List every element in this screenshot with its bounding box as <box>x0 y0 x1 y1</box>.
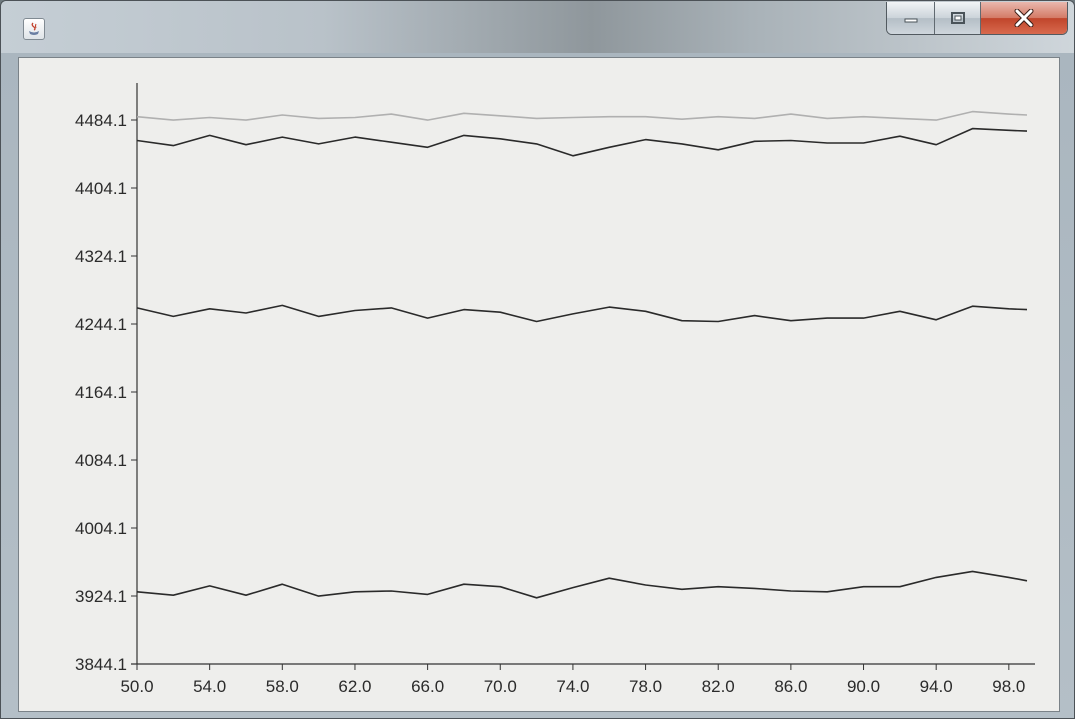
x-tick-label: 74.0 <box>556 677 589 696</box>
series-line-4 <box>136 570 1028 599</box>
maximize-icon <box>950 12 965 24</box>
y-tick-label: 4164.1 <box>75 383 127 402</box>
series-line-1 <box>136 110 1028 121</box>
x-tick-label: 70.0 <box>484 677 517 696</box>
y-tick-label: 4484.1 <box>75 111 127 130</box>
x-tick-label: 90.0 <box>847 677 880 696</box>
line-chart: 3844.1 3924.1 4004.1 4084.1 4164.1 4244.1 4324… <box>75 83 1035 696</box>
y-tick-label: 4324.1 <box>75 247 127 266</box>
x-tick-label: 54.0 <box>193 677 226 696</box>
y-tick-label: 4244.1 <box>75 315 127 334</box>
y-tick-label: 3844.1 <box>75 655 127 674</box>
title-bar[interactable] <box>1 1 1074 53</box>
x-tick-label: 62.0 <box>338 677 371 696</box>
x-tick-label: 94.0 <box>920 677 953 696</box>
x-tick-label: 78.0 <box>629 677 662 696</box>
series-line-2 <box>136 127 1028 157</box>
y-tick-label: 4084.1 <box>75 451 127 470</box>
close-icon <box>1014 9 1034 27</box>
x-tick-label: 98.0 <box>992 677 1025 696</box>
series-line-3 <box>136 304 1028 323</box>
java-app-icon[interactable] <box>23 18 45 40</box>
x-tick-label: 66.0 <box>411 677 444 696</box>
maximize-button[interactable] <box>935 2 981 34</box>
window-controls <box>886 2 1068 35</box>
x-tick-label: 82.0 <box>702 677 735 696</box>
minimize-icon <box>904 18 917 23</box>
x-axis: 50.0 54.0 58.0 62.0 66.0 70.0 74.0 78.0 82.0 86.0… <box>120 663 1035 696</box>
x-tick-label: 86.0 <box>774 677 807 696</box>
close-button[interactable] <box>981 2 1067 34</box>
x-tick-label: 58.0 <box>266 677 299 696</box>
plot-panel: 3844.1 3924.1 4004.1 4084.1 4164.1 4244.1 4324… <box>18 57 1060 712</box>
series-layer <box>136 110 1028 599</box>
y-tick-label: 4404.1 <box>75 179 127 198</box>
y-tick-label: 4004.1 <box>75 519 127 538</box>
y-tick-label: 3924.1 <box>75 587 127 606</box>
x-tick-label: 50.0 <box>120 677 153 696</box>
java-cup-icon <box>29 22 39 35</box>
minimize-button[interactable] <box>887 2 935 34</box>
y-axis: 3844.1 3924.1 4004.1 4084.1 4164.1 4244.1 4324… <box>75 83 138 674</box>
